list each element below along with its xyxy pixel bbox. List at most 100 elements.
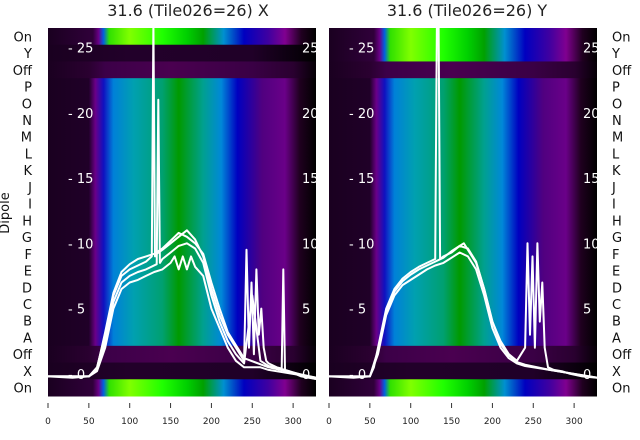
heatmap-row [329, 329, 597, 347]
row-label: A [612, 331, 621, 346]
overlay-y-tick-label-right: 5 [302, 303, 310, 318]
overlay-y-tick-label-right: 10 [583, 237, 600, 252]
heatmap-row [48, 195, 316, 213]
x-tick-label: 200 [203, 417, 220, 427]
row-label: H [22, 214, 32, 229]
row-label: Y [611, 47, 620, 62]
heatmap-row [48, 245, 316, 263]
panel-y-title: 31.6 (Tile026=26) Y [387, 1, 548, 20]
row-label: B [23, 315, 32, 330]
heatmap-row [329, 145, 597, 163]
x-tick-label: 50 [364, 417, 376, 427]
heatmap-row [329, 228, 597, 246]
row-label: C [23, 298, 32, 313]
row-label: On [14, 382, 32, 397]
row-label: F [612, 248, 619, 263]
heatmap-row [329, 195, 597, 213]
row-label: P [24, 81, 32, 96]
row-label: K [23, 164, 32, 179]
row-label: On [612, 382, 630, 397]
overlay-y-tick-label: - 25 [68, 42, 93, 57]
heatmap-row [48, 278, 316, 297]
overlay-y-tick-label-right: 10 [302, 237, 319, 252]
heatmap-row [329, 44, 597, 62]
row-label: On [612, 30, 630, 45]
heatmap-row [48, 61, 316, 79]
row-label: Off [612, 64, 632, 79]
overlay-line-line2 [48, 98, 316, 380]
heatmap-row [329, 212, 597, 230]
overlay-line-line1 [48, 28, 316, 380]
row-label: E [24, 265, 32, 280]
row-label: J [611, 181, 616, 196]
overlay-line-line3 [48, 255, 316, 379]
overlay-y-tick-label: - 25 [349, 42, 374, 57]
x-tick-label: 300 [285, 417, 302, 427]
overlay-line-line2 [329, 251, 597, 379]
heatmap-row [48, 44, 316, 62]
heatmap-row [329, 78, 597, 96]
x-tick-label: 250 [244, 417, 261, 427]
overlay-y-tick-label: - 0 [349, 368, 366, 383]
heatmap-row [329, 178, 597, 196]
y-axis-label: Dipole [0, 192, 13, 233]
row-label: N [612, 114, 622, 129]
row-label: C [612, 298, 621, 313]
row-label: Y [23, 47, 32, 62]
row-label: N [22, 114, 32, 129]
overlay-y-tick-label-right: 20 [583, 107, 600, 122]
x-tick-label: 50 [83, 417, 95, 427]
overlay-y-tick-label-right: 15 [583, 172, 600, 187]
row-label: X [23, 365, 32, 380]
heatmap-row [48, 161, 316, 180]
overlay-y-tick-label: - 10 [349, 237, 374, 252]
x-tick-label: 0 [45, 417, 51, 427]
panel-x-title: 31.6 (Tile026=26) X [107, 1, 269, 20]
overlay-y-tick-label: - 5 [349, 303, 366, 318]
row-label: On [14, 30, 32, 45]
heatmap-row [329, 262, 597, 280]
overlay-y-tick-label: - 15 [68, 172, 93, 187]
heatmap-row [48, 28, 316, 46]
heatmap-row [48, 345, 316, 364]
x-tick-label: 100 [121, 417, 138, 427]
row-label: Off [13, 348, 33, 363]
row-label: P [612, 81, 620, 96]
heatmap-row [329, 379, 597, 397]
overlay-y-tick-label: - 5 [68, 303, 85, 318]
row-label: A [23, 331, 32, 346]
row-label: I [612, 198, 616, 213]
row-label: G [612, 231, 622, 246]
row-label: H [612, 214, 622, 229]
x-tick-label: 250 [525, 417, 542, 427]
overlay-y-tick-label-right: 25 [302, 42, 319, 57]
row-label: Off [612, 348, 632, 363]
overlay-y-tick-label: - 20 [68, 107, 93, 122]
heatmap-row [48, 178, 316, 196]
row-label: E [612, 265, 620, 280]
row-label: G [22, 231, 32, 246]
overlay-y-tick-label-right: 15 [302, 172, 319, 187]
heatmap-row [48, 212, 316, 230]
row-label: L [25, 147, 33, 162]
heatmap-row [48, 262, 316, 280]
overlay-y-tick-label-right: 20 [302, 107, 319, 122]
heatmap-row [329, 94, 597, 113]
x-tick-label: 150 [162, 417, 179, 427]
heatmap-row [329, 28, 597, 46]
overlay-line-line3 [329, 244, 597, 379]
x-tick-label: 0 [326, 417, 332, 427]
row-label: M [21, 131, 32, 146]
heatmap-row [329, 161, 597, 180]
overlay-line-line4 [48, 231, 316, 379]
row-label: D [612, 281, 622, 296]
heatmap-row [329, 295, 597, 313]
overlay-y-tick-label: - 15 [349, 172, 374, 187]
row-label: J [27, 181, 32, 196]
heatmap-row [329, 128, 597, 146]
row-label: O [612, 97, 622, 112]
